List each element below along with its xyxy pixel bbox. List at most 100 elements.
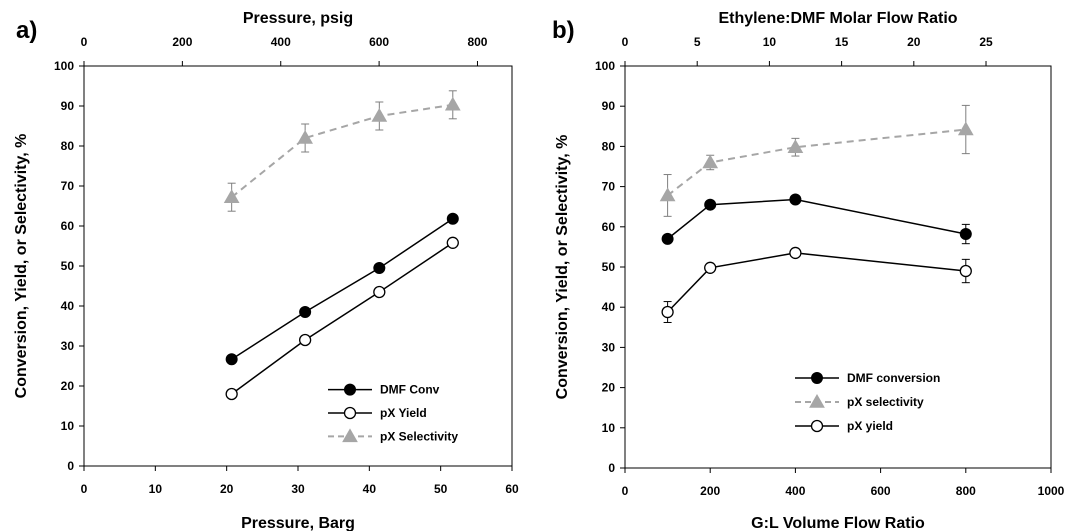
data-point xyxy=(704,261,717,274)
x2-tick-label: 20 xyxy=(907,35,921,49)
x-tick-label: 50 xyxy=(434,482,448,496)
data-point xyxy=(225,353,238,366)
legend-label: DMF Conv xyxy=(380,383,440,397)
data-point xyxy=(446,212,459,225)
x-tick-label: 60 xyxy=(505,482,519,496)
y-tick-label: 90 xyxy=(602,99,616,113)
y-tick-label: 10 xyxy=(61,419,75,433)
y-tick-label: 10 xyxy=(602,421,616,435)
data-point xyxy=(787,139,804,153)
x-tick-label: 1000 xyxy=(1038,484,1065,498)
data-point xyxy=(661,305,674,319)
y-tick-label: 40 xyxy=(61,299,75,313)
y-tick-label: 80 xyxy=(61,139,75,153)
y-tick-label: 20 xyxy=(61,379,75,393)
data-point xyxy=(299,306,312,318)
legend: DMF conversion pX selectivity pX yield xyxy=(795,371,940,433)
y-tick-label: 60 xyxy=(602,220,616,234)
y-tick-label: 80 xyxy=(602,139,616,153)
y-tick-label: 30 xyxy=(61,339,75,353)
legend: DMF Conv pX Yield pX Selectivity xyxy=(328,383,458,443)
legend-marker xyxy=(811,372,823,384)
x2-tick-label: 15 xyxy=(835,35,849,49)
data-point xyxy=(704,198,717,211)
y-tick-label: 0 xyxy=(608,461,615,475)
y-axis-title: Conversion, Yield, or Selectivity, % xyxy=(13,134,30,399)
series-line xyxy=(231,242,454,395)
data-point xyxy=(297,129,313,144)
x-tick-label: 600 xyxy=(871,484,891,498)
y-tick-label: 50 xyxy=(61,259,75,273)
series-line xyxy=(231,218,454,360)
x2-tick-label: 0 xyxy=(81,35,88,49)
plot-frame xyxy=(624,65,1052,469)
data-point xyxy=(661,232,674,245)
data-point xyxy=(659,187,676,202)
data-point xyxy=(373,262,386,274)
y-tick-label: 70 xyxy=(61,179,75,193)
y-tick-label: 100 xyxy=(595,59,615,73)
x-axis-title: Pressure, Barg xyxy=(241,515,355,531)
series-px-yield xyxy=(225,236,459,401)
series-dmf-conversion xyxy=(661,193,972,245)
x2-tick-label: 800 xyxy=(467,35,487,49)
x-tick-label: 30 xyxy=(291,482,305,496)
panel-label: a) xyxy=(16,17,37,44)
x2-axis-title: Pressure, psig xyxy=(243,10,353,27)
x-tick-label: 800 xyxy=(956,484,976,498)
x2-tick-label: 5 xyxy=(694,35,701,49)
data-point xyxy=(959,228,972,241)
x-axis-title: G:L Volume Flow Ratio xyxy=(751,515,925,531)
legend-marker xyxy=(344,383,356,396)
legend-marker xyxy=(810,419,824,433)
legend-marker xyxy=(342,428,358,443)
data-point xyxy=(298,333,312,347)
data-point xyxy=(789,246,802,260)
data-point xyxy=(702,154,719,169)
legend-label: pX yield xyxy=(847,419,893,433)
legend-label: DMF conversion xyxy=(847,371,940,385)
legend-label: pX Yield xyxy=(380,406,427,420)
x-tick-label: 400 xyxy=(785,484,805,498)
x-tick-label: 0 xyxy=(81,482,88,496)
series-px-yield xyxy=(661,246,972,323)
data-point xyxy=(957,121,974,136)
data-point xyxy=(371,107,388,122)
x2-tick-label: 400 xyxy=(271,35,291,49)
y-tick-label: 100 xyxy=(54,59,74,73)
x-tick-label: 20 xyxy=(220,482,234,496)
series-line xyxy=(231,103,453,198)
x2-tick-label: 10 xyxy=(763,35,777,49)
y-tick-label: 70 xyxy=(602,180,616,194)
x-tick-label: 40 xyxy=(363,482,377,496)
y-tick-label: 50 xyxy=(602,260,616,274)
x2-tick-label: 200 xyxy=(172,35,192,49)
y-axis-title: Conversion, Yield, or Selectivity, % xyxy=(554,135,571,400)
x-tick-label: 200 xyxy=(700,484,720,498)
data-point xyxy=(373,285,386,299)
legend-marker xyxy=(343,406,357,420)
x2-tick-label: 25 xyxy=(979,35,993,49)
legend-label: pX selectivity xyxy=(847,395,924,409)
data-point xyxy=(959,264,972,278)
y-tick-label: 40 xyxy=(602,300,616,314)
y-tick-label: 0 xyxy=(67,459,74,473)
y-tick-label: 30 xyxy=(602,340,616,354)
data-point xyxy=(789,193,802,206)
series-dmf-conv xyxy=(225,212,459,366)
y-tick-label: 60 xyxy=(61,219,75,233)
series-px-selectivity xyxy=(659,104,974,217)
x2-tick-label: 0 xyxy=(622,35,629,49)
series-line xyxy=(667,252,966,313)
y-tick-label: 20 xyxy=(602,381,616,395)
plot-frame xyxy=(83,65,513,467)
x2-tick-label: 600 xyxy=(369,35,389,49)
data-point xyxy=(225,387,238,401)
y-tick-label: 90 xyxy=(61,99,75,113)
series-px-selectivity xyxy=(223,90,461,212)
data-point xyxy=(446,236,459,249)
x-tick-label: 0 xyxy=(622,484,629,498)
